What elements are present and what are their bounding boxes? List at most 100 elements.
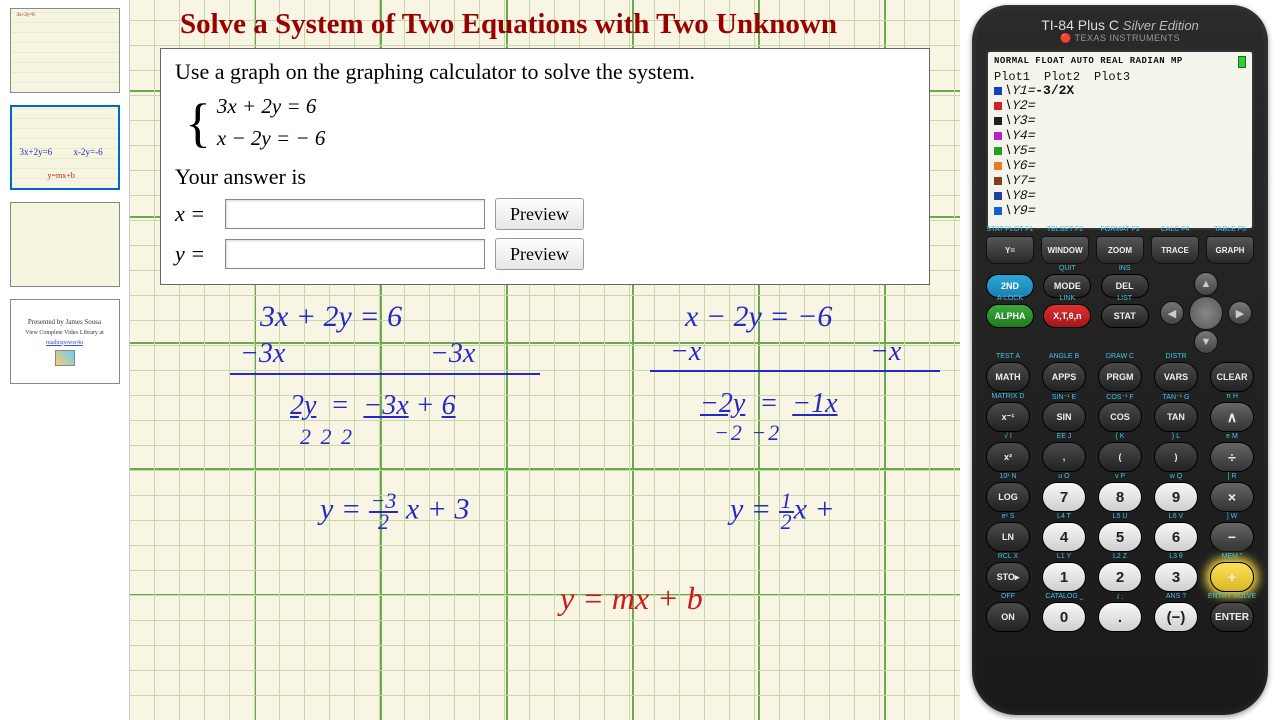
calculator-panel: TI-84 Plus C Silver Edition 🔴 TEXAS INST… [960,0,1280,720]
thumbnail-sidebar: 3x+2y=6 3x+2y=6 x-2y=-6 y=mx+b Presented… [0,0,130,720]
slide-thumb-1[interactable]: 3x+2y=6 [10,8,120,93]
y-entry: \Y9= [994,204,1246,219]
key-tan[interactable]: TAN⁻¹ GTAN [1154,402,1198,432]
key-[interactable]: EE J, [1042,442,1086,472]
slide-thumb-4[interactable]: Presented by James Sousa View Complete V… [10,299,120,384]
key-enter[interactable]: ENTRY SOLVEENTER [1210,602,1254,632]
hand-left-line [230,373,540,375]
dpad-left[interactable]: ◀ [1160,301,1184,325]
key-xtn[interactable]: LINKX,T,θ,n [1043,304,1091,328]
dpad-up[interactable]: ▲ [1194,272,1218,296]
hand-right-2b: −x [870,336,901,368]
key-sto[interactable]: RCL XSTO▸ [986,562,1030,592]
hand-left-2a: −3x [240,338,285,370]
key-ln[interactable]: eˣ SLN [986,522,1030,552]
fkey-trace[interactable]: CALC F4TRACE [1151,236,1199,264]
fkey-zoom[interactable]: FORMAT F3ZOOM [1096,236,1144,264]
key-[interactable]: [ R× [1210,482,1254,512]
hand-right-3: −2y = −1x [700,388,838,420]
y-label: y = [175,241,215,267]
key-on[interactable]: OFFON [986,602,1030,632]
key-x[interactable]: MATRIX Dx⁻¹ [986,402,1030,432]
hand-left-3d: 2 2 2 [300,424,354,450]
key-3[interactable]: L3 θ3 [1154,562,1198,592]
answer-label: Your answer is [175,164,915,190]
fkey-graph[interactable]: TABLE F5GRAPH [1206,236,1254,264]
key-0[interactable]: CATALOG ⎵0 [1042,602,1086,632]
y-input[interactable] [225,239,485,269]
key-log[interactable]: 10ˣ NLOG [986,482,1030,512]
y-entry: \Y3= [994,114,1246,129]
key-[interactable]: π H∧ [1210,402,1254,432]
hand-right-line [650,370,940,372]
ti84-calculator: TI-84 Plus C Silver Edition 🔴 TEXAS INST… [972,5,1268,715]
y-entry: \Y8= [994,189,1246,204]
hand-right-4: y = 12x + [730,492,835,531]
hand-left-1: 3x + 2y = 6 [260,300,402,334]
key-5[interactable]: L5 U5 [1098,522,1142,552]
y-entry: \Y2= [994,99,1246,114]
x-label: x = [175,201,215,227]
dpad-center [1189,296,1223,330]
dpad-down[interactable]: ▼ [1194,330,1218,354]
fkey-y=[interactable]: STAT PLOT F1Y= [986,236,1034,264]
key-vars[interactable]: DISTRVARS [1154,362,1198,392]
y-entry: \Y1=-3/2X [994,84,1246,99]
slide-thumb-3[interactable] [10,202,120,287]
equation-2: x − 2y = − 6 [217,123,325,155]
key-4[interactable]: L4 T4 [1042,522,1086,552]
key-6[interactable]: L6 V6 [1154,522,1198,552]
fkey-window[interactable]: TBLSET F2WINDOW [1041,236,1089,264]
equation-1: 3x + 2y = 6 [217,91,325,123]
y-entry: \Y4= [994,129,1246,144]
page-title: Solve a System of Two Equations with Two… [180,8,950,41]
key-1[interactable]: L1 Y1 [1042,562,1086,592]
plot-row: Plot1Plot2Plot3 [994,70,1246,84]
preview-y-button[interactable]: Preview [495,238,584,270]
key-[interactable]: { K( [1098,442,1142,472]
key-math[interactable]: TEST AMATH [986,362,1030,392]
hand-left-3: 2y = −3x + 6 [290,390,456,422]
y-entry: \Y5= [994,144,1246,159]
key-stat[interactable]: LISTSTAT [1101,304,1149,328]
key-[interactable]: MEM "+ [1210,562,1254,592]
slide-thumb-2[interactable]: 3x+2y=6 x-2y=-6 y=mx+b [10,105,120,190]
key-sin[interactable]: SIN⁻¹ ESIN [1042,402,1086,432]
dpad-right[interactable]: ▶ [1228,301,1252,325]
calc-screen: NORMAL FLOAT AUTO REAL RADIAN MP Plot1Pl… [986,50,1254,230]
key-[interactable]: ANS ?(−) [1154,602,1198,632]
x-input[interactable] [225,199,485,229]
key-cos[interactable]: COS⁻¹ FCOS [1098,402,1142,432]
problem-box: Use a graph on the graphing calculator t… [160,48,930,285]
hand-left-2b: −3x [430,338,475,370]
key-[interactable]: ] W− [1210,522,1254,552]
hand-left-4: y = −32 x + 3 [320,492,469,531]
y-entry: \Y7= [994,174,1246,189]
key-8[interactable]: v P8 [1098,482,1142,512]
calc-brand: 🔴 TEXAS INSTRUMENTS [986,33,1254,44]
hand-right-1: x − 2y = −6 [685,300,832,334]
key-prgm[interactable]: DRAW CPRGM [1098,362,1142,392]
hand-right-3d: −2 −2 [714,420,781,446]
key-[interactable]: e M÷ [1210,442,1254,472]
status-line: NORMAL FLOAT AUTO REAL RADIAN MP [994,56,1246,66]
brace-icon: { [185,103,211,143]
instruction-text: Use a graph on the graphing calculator t… [175,59,915,85]
key-[interactable]: } L) [1154,442,1198,472]
preview-x-button[interactable]: Preview [495,198,584,230]
key-9[interactable]: w Q9 [1154,482,1198,512]
hand-right-2a: −x [670,336,701,368]
key-7[interactable]: u O7 [1042,482,1086,512]
key-2[interactable]: L2 Z2 [1098,562,1142,592]
key-x[interactable]: √ Ix² [986,442,1030,472]
y-entry: \Y6= [994,159,1246,174]
key-clear[interactable]: CLEAR [1210,362,1254,392]
link-icon [55,350,75,366]
hand-bottom: y = mx + b [560,580,703,617]
whiteboard: Solve a System of Two Equations with Two… [130,0,960,720]
key-alpha[interactable]: A-LOCKALPHA [986,304,1034,328]
battery-icon [1238,56,1246,68]
key-apps[interactable]: ANGLE BAPPS [1042,362,1086,392]
calc-model: TI-84 Plus C Silver Edition [986,17,1254,33]
key-[interactable]: ⅈ :. [1098,602,1142,632]
